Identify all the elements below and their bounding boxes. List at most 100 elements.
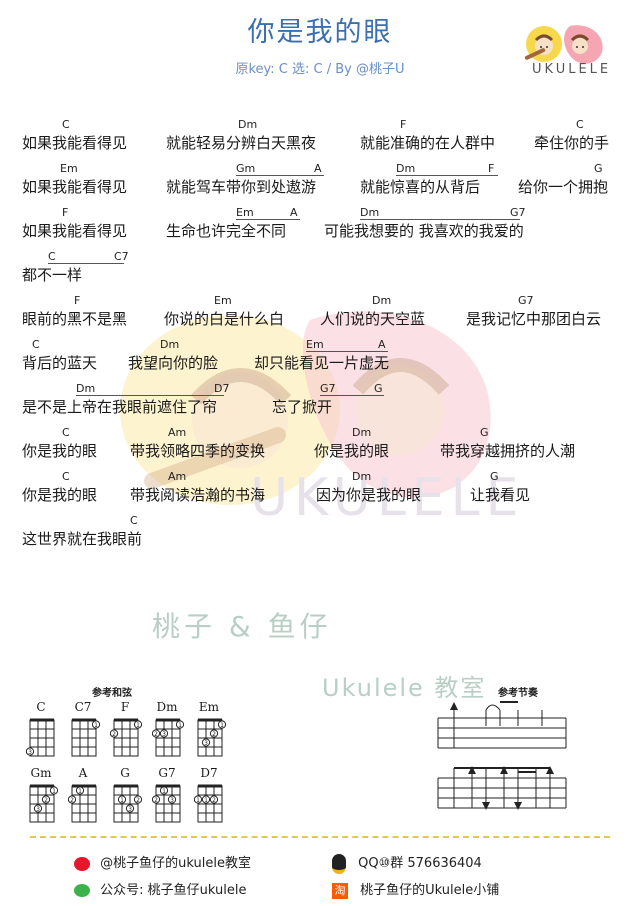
- svg-text:2: 2: [136, 797, 140, 804]
- svg-text:3: 3: [170, 797, 174, 804]
- svg-text:1: 1: [178, 722, 182, 729]
- chord-symbol: Dm: [352, 470, 372, 483]
- watermark-brand: 桃子 & 鱼仔: [152, 610, 332, 643]
- finger-dot: [117, 795, 127, 804]
- chord-span-line: [306, 351, 388, 352]
- lyric-line: 都不一样: [22, 266, 83, 284]
- lyric-line: 可能我想要的 我喜欢的我爱的: [324, 222, 524, 240]
- footer-wechat[interactable]: 公众号: 桃子鱼仔ukulele: [74, 879, 246, 898]
- svg-text:2: 2: [212, 731, 216, 738]
- taobao-text: 桃子鱼仔的Ukulele小铺: [360, 883, 500, 898]
- weibo-icon: [74, 856, 90, 871]
- chord-symbol: C: [576, 118, 584, 131]
- lyric-line: 你是我的眼: [314, 442, 390, 460]
- chord-span-line: [236, 219, 300, 220]
- chord-span-line: [76, 395, 224, 396]
- finger-dot: [152, 795, 161, 804]
- lyric-line: 这世界就在我眼前: [22, 530, 143, 548]
- chord-diagram-name: Dm: [156, 700, 178, 714]
- qq-icon: [332, 853, 346, 874]
- chord-symbol: C: [48, 250, 56, 263]
- finger-dot: [201, 738, 211, 747]
- lyric-line: 是不是上帝在我眼前遮住了帘: [22, 398, 218, 416]
- chord-diagram-name: F: [120, 700, 130, 714]
- svg-text:2: 2: [70, 797, 74, 804]
- svg-text:1: 1: [52, 788, 56, 795]
- svg-text:1: 1: [204, 797, 208, 804]
- rhythm-diagram: [434, 696, 574, 826]
- footer-qq[interactable]: QQ⑩群 576636404: [332, 852, 482, 874]
- chord-symbol: Dm: [396, 162, 416, 175]
- chord-fretboard: 12: [68, 784, 97, 823]
- svg-text:2: 2: [44, 797, 48, 804]
- lyric-line: 你是我的眼: [22, 442, 98, 460]
- chords-label: 参考和弦: [92, 688, 132, 699]
- footer-taobao[interactable]: 淘 桃子鱼仔的Ukulele小铺: [332, 879, 499, 899]
- finger-dot: [91, 720, 101, 729]
- lyric-line: 就能轻易分辨白天黑夜: [166, 134, 317, 152]
- logo-art-icon: [524, 25, 603, 64]
- lyric-line: 如果我能看得见: [22, 222, 128, 240]
- svg-text:1: 1: [120, 797, 124, 804]
- wechat-text: 公众号: 桃子鱼仔ukulele: [100, 883, 247, 898]
- lyric-line: 生命也许完全不同: [166, 222, 287, 240]
- watermark-school: Ukulele 教室: [322, 674, 487, 702]
- lyric-line: 带我阅读浩瀚的书海: [130, 486, 266, 504]
- chord-fretboard: 12 3: [152, 784, 181, 823]
- svg-text:3: 3: [204, 740, 208, 747]
- chord-diagram-name: G7: [158, 766, 176, 780]
- finger-dot: [167, 795, 177, 804]
- lyric-line: 就能准确的在人群中: [360, 134, 496, 152]
- svg-text:1: 1: [196, 797, 200, 804]
- chord-symbol: C: [62, 470, 70, 483]
- chord-span-line: [396, 175, 498, 176]
- finger-dot: [41, 795, 51, 804]
- lyric-line: 你是我的眼: [22, 486, 98, 504]
- chord-fretboard: 12: [110, 718, 143, 757]
- finger-dot: [33, 804, 43, 813]
- ukulele-logo: UKULELE: [510, 18, 610, 80]
- chord-symbol: G: [374, 382, 383, 395]
- chord-diagrams: C 3 C7 1 F 1 2 Dm 1 2 3 Em 1 2 3 Gm 1 2 3 A 1 2 G 1 2 3 G7 1 2 3 D7 1 1 2: [24, 700, 234, 830]
- chord-symbol: A: [290, 206, 298, 219]
- svg-text:1: 1: [220, 722, 224, 729]
- chord-fretboard: 123: [197, 718, 227, 757]
- chord-span-line: [360, 219, 520, 220]
- chord-symbol: G: [594, 162, 603, 175]
- chord-fretboard: 1: [71, 718, 101, 757]
- svg-text:2: 2: [154, 797, 158, 804]
- chord-symbol: F: [400, 118, 407, 131]
- finger-dot: [194, 795, 203, 804]
- chord-symbol: Dm: [160, 338, 180, 351]
- chord-symbol: Gm: [236, 162, 256, 175]
- rhythm-tab-icon: [437, 701, 567, 810]
- chord-symbol: Dm: [76, 382, 96, 395]
- svg-text:1: 1: [78, 788, 82, 795]
- lyric-line: 眼前的黑不是黑: [22, 310, 128, 328]
- weibo-text: @桃子鱼仔的ukulele教室: [100, 856, 251, 871]
- footer-weibo[interactable]: @桃子鱼仔的ukulele教室: [74, 852, 251, 871]
- chord-symbol: C: [130, 514, 138, 527]
- chord-diagram-name: C7: [74, 700, 92, 714]
- chord-symbol: G7: [518, 294, 534, 307]
- lyric-line: 背后的蓝天: [22, 354, 98, 372]
- chord-symbol: Em: [60, 162, 78, 175]
- chord-symbol: Dm: [238, 118, 258, 131]
- chord-symbol: A: [314, 162, 322, 175]
- svg-text:1: 1: [162, 788, 166, 795]
- chord-symbol: G7: [510, 206, 526, 219]
- svg-text:1: 1: [94, 722, 98, 729]
- finger-dot: [68, 795, 77, 804]
- finger-dot: [26, 747, 35, 756]
- finger-dot: [217, 720, 227, 729]
- chord-symbol: F: [62, 206, 69, 219]
- lyric-line: 你说的白是什么白: [164, 310, 285, 328]
- chord-symbol: Am: [168, 470, 187, 483]
- chord-symbol: C: [62, 426, 70, 439]
- chord-symbol: D7: [214, 382, 230, 395]
- finger-dot: [75, 786, 85, 795]
- finger-dot: [159, 729, 169, 738]
- chord-symbol: A: [378, 338, 386, 351]
- chord-fretboard: 3: [26, 718, 55, 757]
